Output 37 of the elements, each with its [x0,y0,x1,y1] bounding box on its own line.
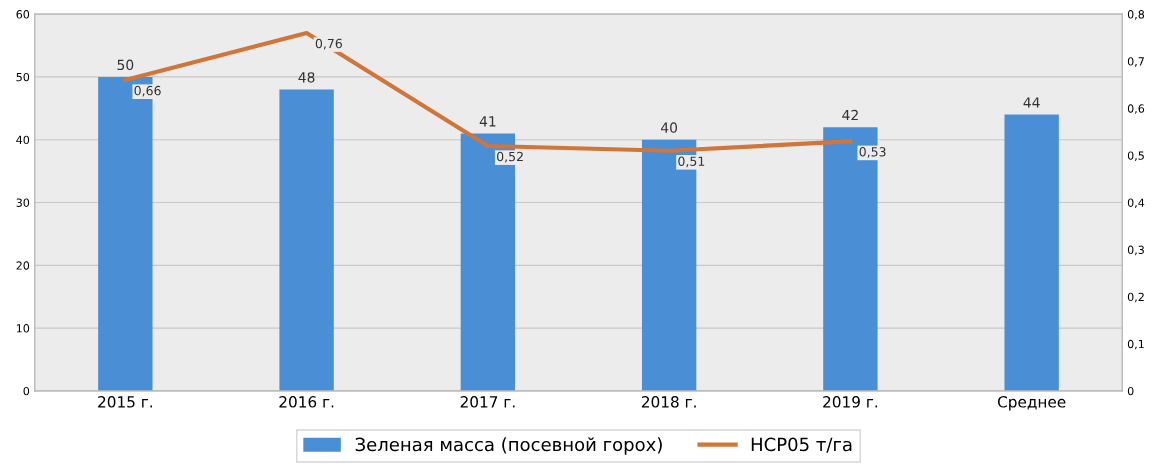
y-tick-label: 10 [16,324,30,333]
data-label: 44 [1023,97,1040,108]
x-tick-label: 2018 г. [641,396,696,408]
legend-label: НСР05 т/га [751,437,852,453]
y-tick-label: 30 [16,198,30,207]
y2-tick-label: 0,5 [1127,151,1144,161]
bar [1004,114,1059,391]
y2-tick-label: 0,8 [1127,10,1145,20]
data-label: 0,51 [678,156,705,168]
data-label: 0,66 [134,85,161,97]
data-label: 0,76 [315,38,342,50]
data-label: 50 [117,59,134,71]
data-label: 41 [479,116,496,127]
x-tick-label: 2017 г. [460,396,515,408]
y-tick-label: 40 [16,135,30,145]
y2-tick-label: 0 [1127,386,1134,396]
y-tick-label: 60 [16,10,30,19]
x-tick-label: 2016 г. [279,396,334,408]
x-tick-label: 2019 г. [823,396,878,408]
y-tick-label: 20 [16,261,30,270]
legend-label: Зеленая масса (посевной горох) [355,437,662,455]
y-tick-label: 50 [16,72,30,82]
data-label: 48 [298,72,315,83]
data-label: 40 [660,122,678,133]
y2-tick-label: 0,7 [1127,57,1144,67]
y2-tick-label: 0,2 [1127,292,1144,303]
data-label: 0,53 [859,147,886,158]
y2-tick-label: 0,3 [1127,245,1144,256]
y-tick-label: 0 [23,386,30,396]
x-tick-label: 2015 г. [98,396,152,408]
y2-tick-label: 0,4 [1127,198,1145,209]
y2-tick-label: 0,6 [1127,104,1145,114]
data-label: 42 [842,109,858,121]
data-label: 0,52 [497,151,523,163]
x-tick-label: Среднее [997,396,1066,411]
y2-tick-label: 0,1 [1127,339,1144,350]
bar [279,89,334,391]
